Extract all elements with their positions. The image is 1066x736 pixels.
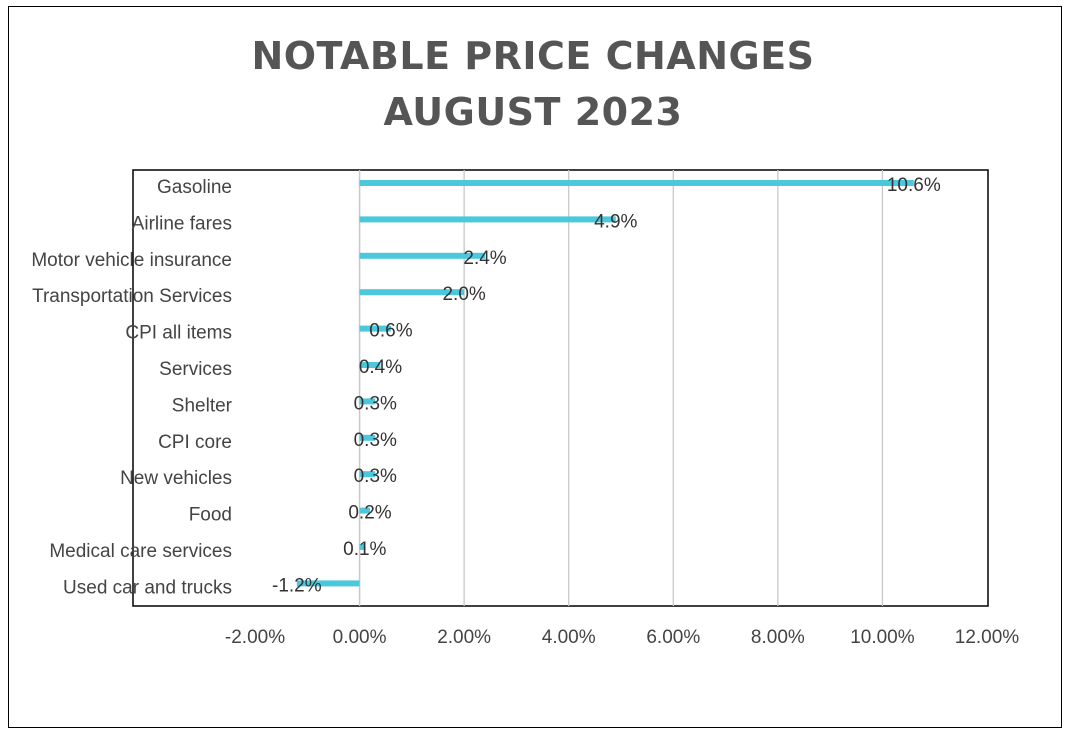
data-label: -1.2%: [272, 575, 322, 596]
category-label: CPI all items: [125, 323, 232, 344]
bar: [359, 289, 465, 296]
data-label: 0.3%: [354, 466, 397, 487]
category-labels: Gasoline Airline fares Motor vehicle insur…: [31, 177, 232, 598]
chart-frame: [8, 6, 1062, 728]
category-label: Motor vehicle insurance: [31, 250, 232, 271]
bars: [296, 180, 914, 587]
x-tick-label: 0.00%: [333, 627, 387, 648]
x-tick-label: -2.00%: [225, 627, 285, 648]
data-label: 0.6%: [369, 321, 412, 342]
x-tick-label: 12.00%: [955, 627, 1020, 648]
bar: [359, 325, 391, 332]
category-label: Airline fares: [132, 213, 232, 234]
bar: [359, 544, 365, 550]
data-label: 10.6%: [887, 175, 941, 196]
bar: [359, 252, 486, 259]
category-label: Services: [159, 359, 232, 380]
data-label: 2.4%: [463, 248, 506, 269]
bar: [359, 180, 914, 186]
chart-title-line-2: AUGUST 2023: [383, 90, 683, 134]
category-label: Transportation Services: [32, 286, 232, 307]
data-label: 0.4%: [359, 357, 402, 378]
gridlines: [358, 170, 884, 606]
data-label: 0.3%: [354, 430, 397, 451]
category-label: Medical care services: [49, 541, 232, 562]
category-label: CPI core: [158, 432, 232, 453]
data-label: 0.1%: [343, 539, 386, 560]
x-tick-labels: -2.00% 0.00% 2.00% 4.00% 6.00% 8.00% 10.00% 12.…: [225, 627, 1019, 648]
bar: [296, 580, 360, 587]
plot-area-border: [132, 169, 989, 607]
x-tick-label: 6.00%: [646, 627, 700, 648]
category-label: Shelter: [172, 395, 233, 416]
data-label: 4.9%: [594, 211, 637, 232]
x-tick-label: 2.00%: [437, 627, 491, 648]
category-label: Food: [189, 505, 232, 526]
x-tick-label: 4.00%: [542, 627, 596, 648]
bar: [359, 471, 376, 478]
data-label: 0.3%: [354, 393, 397, 414]
data-label: 0.2%: [348, 503, 391, 524]
x-tick-label: 10.00%: [850, 627, 915, 648]
category-label: New vehicles: [120, 468, 232, 489]
data-label: 2.0%: [442, 284, 485, 305]
bar: [359, 362, 381, 368]
bar: [359, 216, 616, 223]
data-labels: 10.6% 4.9% 2.4% 2.0% 0.6% 0.4% 0.3% 0.3% 0.3% 0.2…: [272, 175, 941, 596]
x-tick-label: 8.00%: [751, 627, 805, 648]
bar: [359, 434, 376, 441]
category-label: Used car and trucks: [63, 577, 232, 598]
category-label: Gasoline: [157, 177, 232, 198]
chart-title-line-1: NOTABLE PRICE CHANGES: [251, 34, 815, 78]
bar: [359, 507, 371, 514]
bar: [359, 398, 376, 405]
